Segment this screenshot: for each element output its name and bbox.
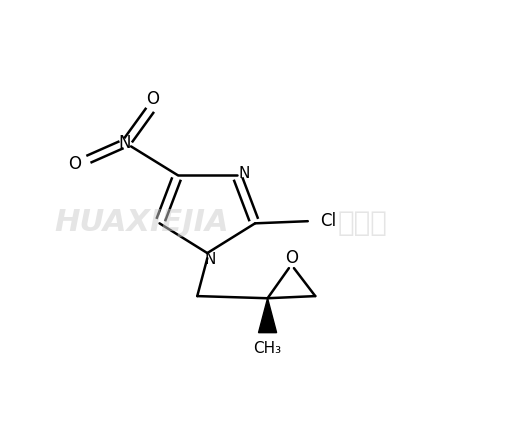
Text: N: N [204,252,216,267]
Text: 化学加: 化学加 [338,209,388,237]
Text: HUAXIEJIA: HUAXIEJIA [55,208,229,237]
Text: O: O [68,155,81,174]
Text: O: O [146,90,159,108]
Text: Cl: Cl [320,212,336,230]
Text: N: N [119,134,131,152]
Text: CH₃: CH₃ [254,341,282,356]
Text: O: O [285,249,298,267]
Text: N: N [239,165,250,181]
Polygon shape [259,298,277,333]
